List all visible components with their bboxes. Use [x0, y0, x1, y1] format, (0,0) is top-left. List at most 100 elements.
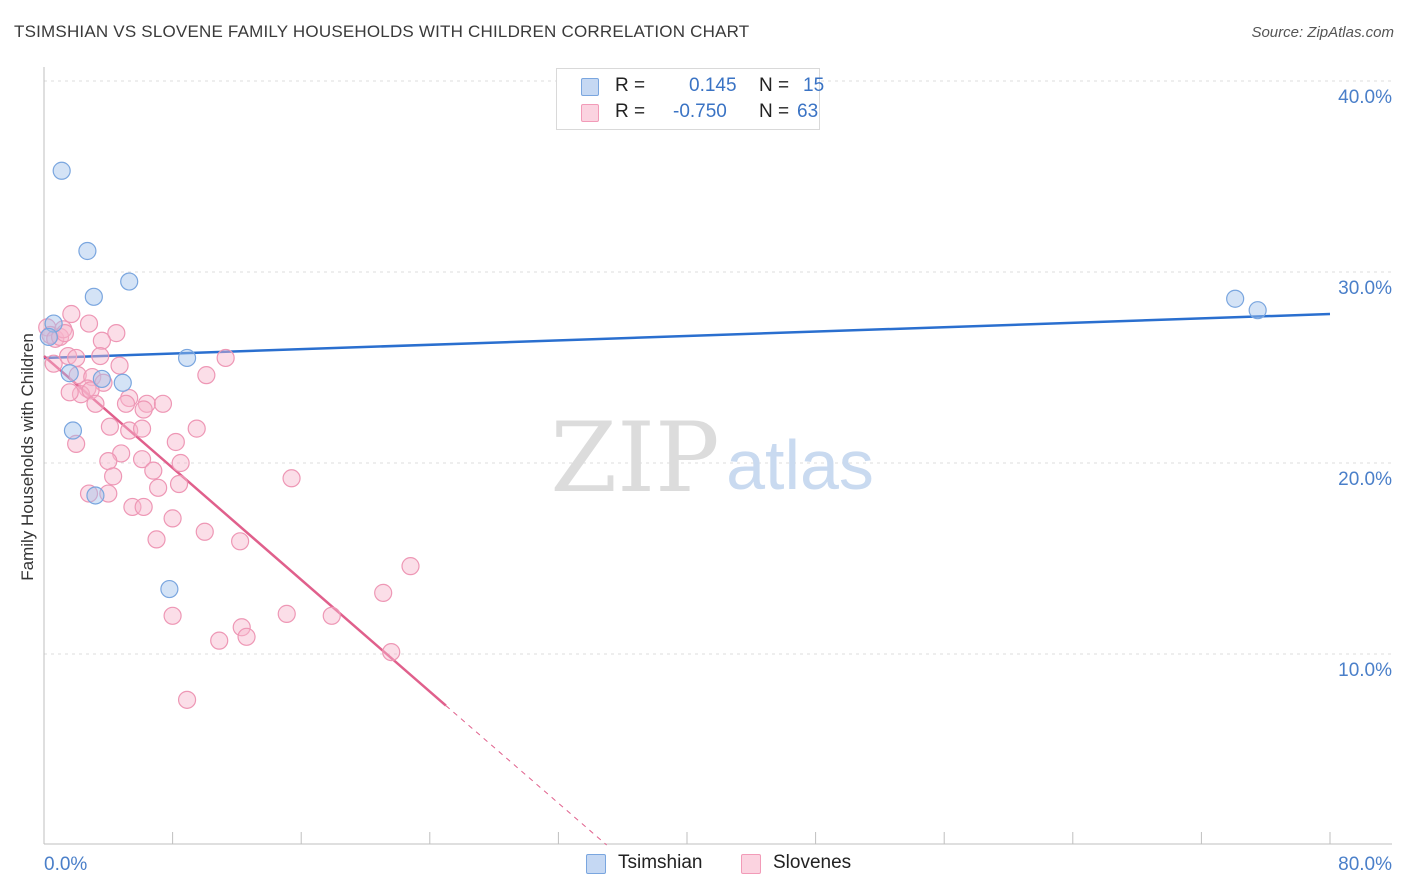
slovenes-point	[60, 383, 79, 402]
slovenes-point	[137, 394, 156, 413]
legend-swatch-tsimshian	[581, 78, 599, 96]
tsimshian-point	[86, 486, 105, 505]
slovenes-point	[216, 348, 235, 368]
slovenes-point	[107, 324, 126, 343]
tsimshian-point	[44, 314, 63, 333]
slovenes-point	[92, 331, 111, 350]
slovenes-point	[116, 394, 136, 413]
chart-title: TSIMSHIAN VS SLOVENE FAMILY HOUSEHOLDS W…	[14, 22, 750, 41]
slovenes-point	[110, 356, 129, 375]
slovenes-point	[144, 461, 163, 480]
trend-lines	[43, 312, 1331, 846]
tsimshian-point	[63, 421, 83, 440]
x-tick-labels: 0.0% 80.0%	[44, 854, 1392, 875]
slovenes-point	[232, 618, 251, 637]
tsimshian-point	[1226, 289, 1245, 308]
slovenes-point	[210, 631, 229, 650]
slovenes-point	[67, 434, 86, 453]
stats-legend: R = 0.145 N = 15 R = -0.750 N = 63	[556, 68, 824, 130]
legend-r-value: 0.145	[689, 75, 737, 96]
slovenes-point	[132, 419, 152, 438]
legend-r-label: R =	[615, 75, 646, 96]
bottom-legend-swatch-slovenes	[741, 854, 761, 874]
tsimshian-trend-line	[43, 312, 1331, 360]
watermark: ZIP atlas	[550, 402, 874, 514]
slovenes-point	[91, 346, 110, 366]
slovenes-point	[187, 419, 206, 438]
slovenes-point	[277, 604, 296, 623]
slovenes-trend-line	[43, 355, 447, 707]
axes	[43, 67, 1392, 845]
slovenes-point	[197, 366, 216, 385]
slovenes-point	[44, 354, 63, 373]
slovenes-point	[322, 606, 341, 625]
tsimshian-point	[78, 241, 97, 261]
tsimshian-point	[113, 373, 132, 392]
x-tick-label-min: 0.0%	[44, 854, 87, 875]
tsimshian-point	[60, 364, 79, 383]
slovenes-point	[382, 642, 401, 662]
tsimshian-point	[92, 369, 111, 389]
bottom-legend-label-tsimshian: Tsimshian	[618, 852, 703, 873]
tsimshian-point	[1248, 301, 1267, 320]
legend-r-value: -0.750	[673, 101, 727, 122]
legend-n-value: 15	[803, 75, 825, 96]
slovenes-point	[104, 467, 123, 486]
y-tick-label: 30.0%	[1338, 278, 1392, 299]
slovenes-point	[81, 381, 100, 400]
slovenes-point	[231, 532, 250, 551]
tsimshian-point	[84, 287, 103, 306]
legend-swatch-slovenes	[581, 104, 599, 122]
tsimshian-point	[160, 579, 179, 599]
gridlines	[44, 80, 1392, 655]
slovenes-point	[134, 497, 153, 517]
slovenes-point	[62, 304, 81, 324]
data-points	[38, 161, 1267, 709]
slovenes-point	[120, 388, 139, 408]
slovenes-point	[169, 474, 189, 494]
x-tick-label-max: 80.0%	[1338, 854, 1392, 875]
slovenes-point	[67, 348, 86, 368]
y-tick-label: 20.0%	[1338, 469, 1392, 490]
slovenes-point	[195, 522, 214, 541]
slovenes-point	[79, 314, 99, 333]
slovenes-point	[86, 394, 105, 413]
slovenes-point	[166, 432, 185, 452]
tsimshian-point	[52, 161, 71, 180]
slovenes-point	[149, 478, 168, 497]
slovenes-trend-extension	[445, 705, 607, 846]
slovenes-point	[147, 530, 166, 549]
legend-r-label: R =	[615, 101, 646, 122]
bottom-legend-swatch-tsimshian	[586, 854, 606, 874]
slovenes-point	[163, 606, 182, 625]
slovenes-point	[171, 453, 190, 473]
tsimshian-point	[39, 327, 58, 347]
y-tick-label: 40.0%	[1338, 87, 1392, 108]
watermark-zip: ZIP	[550, 402, 719, 514]
slovenes-point	[71, 385, 91, 404]
slovenes-point	[374, 583, 393, 602]
y-tick-label: 10.0%	[1338, 660, 1392, 681]
slovenes-point	[401, 557, 420, 576]
legend-n-label: N =	[759, 101, 790, 122]
slovenes-point	[100, 417, 120, 436]
tsimshian-point	[177, 348, 197, 368]
slovenes-point	[282, 469, 301, 488]
slovenes-point	[163, 509, 182, 528]
bottom-legend-label-slovenes: Slovenes	[773, 852, 852, 873]
slovenes-point	[79, 484, 99, 503]
slovenes-point	[134, 400, 153, 419]
y-tick-labels: 10.0% 20.0% 30.0% 40.0%	[1338, 87, 1392, 681]
slovenes-point	[99, 451, 118, 471]
legend-n-value: 63	[797, 101, 819, 122]
watermark-atlas: atlas	[726, 426, 874, 504]
slovenes-point	[237, 627, 256, 646]
slovenes-point	[177, 690, 197, 709]
source-label: Source: ZipAtlas.com	[1251, 24, 1394, 41]
slovenes-point	[153, 394, 173, 413]
legend-n-label: N =	[759, 75, 790, 96]
slovenes-point	[132, 450, 152, 469]
y-axis-label: Family Households with Children	[18, 333, 37, 581]
tsimshian-point	[120, 272, 139, 291]
